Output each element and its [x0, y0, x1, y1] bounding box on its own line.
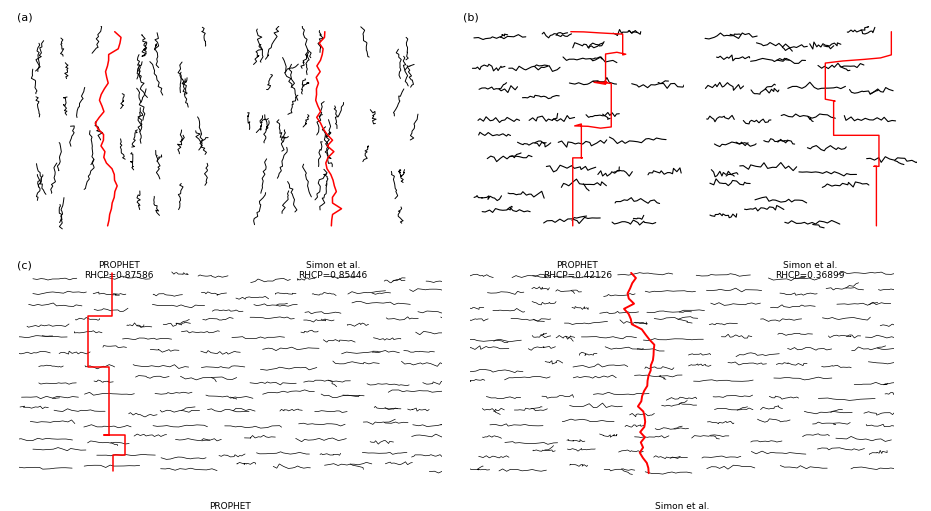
Text: PROPHET
RHCP=0.42126: PROPHET RHCP=0.42126 — [543, 261, 612, 280]
Text: PROPHET
RHCP=0.87586: PROPHET RHCP=0.87586 — [84, 261, 154, 280]
Text: Simon et al.
RHCP=0.36899: Simon et al. RHCP=0.36899 — [776, 261, 844, 280]
Text: PROPHET
RHCP=0.40453: PROPHET RHCP=0.40453 — [196, 502, 265, 511]
Text: Simon et al.
RHCP=0.85446: Simon et al. RHCP=0.85446 — [298, 261, 368, 280]
Text: (a): (a) — [17, 13, 33, 23]
Text: (c): (c) — [17, 261, 32, 271]
Text: Simon et al.
RHCP=0.19378: Simon et al. RHCP=0.19378 — [647, 502, 717, 511]
Text: (b): (b) — [463, 13, 479, 23]
